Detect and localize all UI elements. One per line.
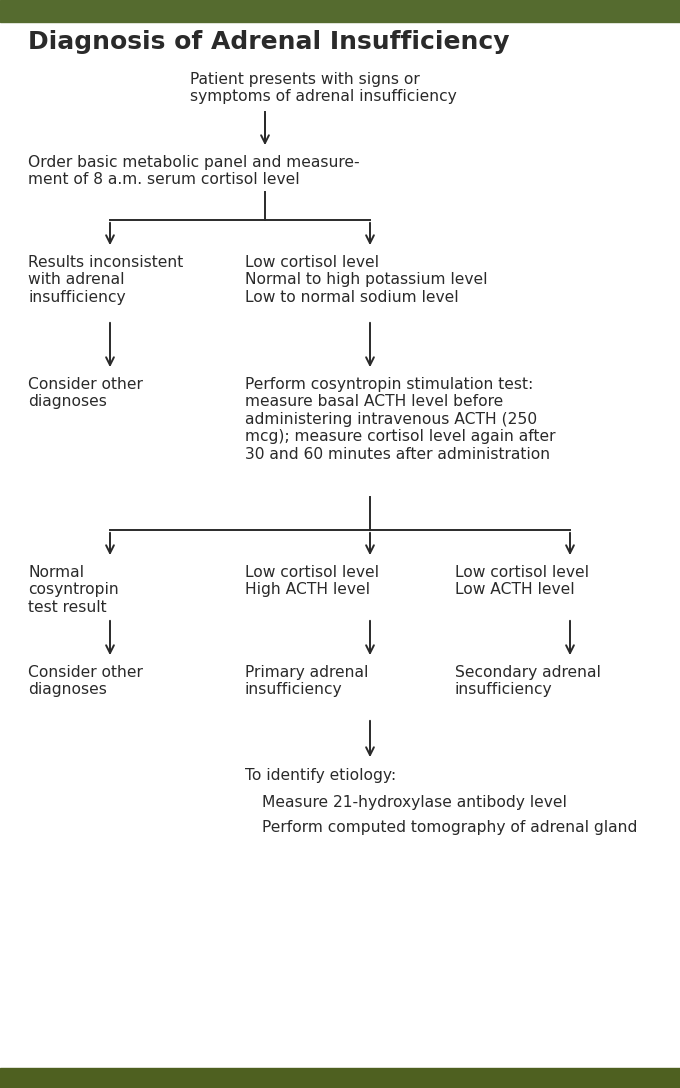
Text: To identify etiology:: To identify etiology: xyxy=(245,768,396,783)
Text: Order basic metabolic panel and measure-
ment of 8 a.m. serum cortisol level: Order basic metabolic panel and measure-… xyxy=(28,154,360,187)
Text: Normal
cosyntropin
test result: Normal cosyntropin test result xyxy=(28,565,119,615)
Text: Secondary adrenal
insufficiency: Secondary adrenal insufficiency xyxy=(455,665,601,697)
Text: Low cortisol level
Normal to high potassium level
Low to normal sodium level: Low cortisol level Normal to high potass… xyxy=(245,255,488,305)
Text: Low cortisol level
Low ACTH level: Low cortisol level Low ACTH level xyxy=(455,565,589,597)
Bar xyxy=(0,0,680,22)
Text: Results inconsistent
with adrenal
insufficiency: Results inconsistent with adrenal insuff… xyxy=(28,255,183,305)
Text: Perform computed tomography of adrenal gland: Perform computed tomography of adrenal g… xyxy=(262,820,637,834)
Text: Consider other
diagnoses: Consider other diagnoses xyxy=(28,378,143,409)
Bar xyxy=(0,1068,680,1088)
Text: Consider other
diagnoses: Consider other diagnoses xyxy=(28,665,143,697)
Text: Perform cosyntropin stimulation test:
measure basal ACTH level before
administer: Perform cosyntropin stimulation test: me… xyxy=(245,378,556,461)
Text: Measure 21-hydroxylase antibody level: Measure 21-hydroxylase antibody level xyxy=(262,795,567,809)
Text: Diagnosis of Adrenal Insufficiency: Diagnosis of Adrenal Insufficiency xyxy=(28,30,509,54)
Text: Patient presents with signs or
symptoms of adrenal insufficiency: Patient presents with signs or symptoms … xyxy=(190,72,457,104)
Text: Low cortisol level
High ACTH level: Low cortisol level High ACTH level xyxy=(245,565,379,597)
Text: Primary adrenal
insufficiency: Primary adrenal insufficiency xyxy=(245,665,369,697)
